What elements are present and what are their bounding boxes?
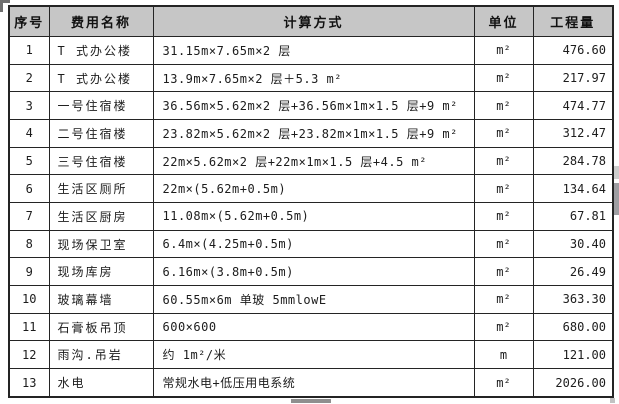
unit-cell: m²: [473, 285, 534, 314]
quantity-cell: 284.78: [532, 146, 614, 176]
row-index-cell: 8: [8, 229, 50, 259]
calc-method-cell: 22m×5.62m×2 层+22m×1m×1.5 层+4.5 m²: [152, 146, 475, 176]
quantity-cell: 363.30: [532, 285, 614, 314]
scrollbar-track[interactable]: [614, 166, 619, 179]
fee-name-cell: 水电: [48, 368, 154, 398]
row-index-cell: 13: [8, 368, 50, 398]
header-row: 序号 费用名称 计算方式 单位 工程量: [8, 5, 614, 37]
table-header: 序号 费用名称 计算方式 单位 工程量: [8, 5, 614, 37]
fee-name-cell: 玻璃幕墙: [48, 285, 154, 314]
table-move-handle-icon[interactable]: [0, 0, 10, 3]
calc-method-cell: 6.4m×(4.25m+0.5m): [152, 229, 475, 259]
unit-cell: m: [473, 340, 534, 370]
table-row: 13 水电 常规水电+低压用电系统 m² 2026.00: [8, 368, 614, 398]
fee-name-cell: 三号住宿楼: [48, 146, 154, 176]
quantity-cell: 30.40: [532, 229, 614, 259]
row-index-cell: 2: [8, 63, 50, 93]
quantity-cell: 680.00: [532, 312, 614, 342]
unit-cell: m²: [473, 91, 534, 121]
calc-method-cell: 6.16m×(3.8m+0.5m): [152, 257, 475, 287]
row-index-cell: 9: [8, 257, 50, 287]
calc-method-cell: 36.56m×5.62m×2 层+36.56m×1m×1.5 层+9 m²: [152, 91, 475, 121]
unit-cell: m²: [473, 63, 534, 93]
quantity-cell: 121.00: [532, 340, 614, 370]
fee-name-cell: 一号住宿楼: [48, 91, 154, 121]
calc-method-cell: 常规水电+低压用电系统: [152, 368, 475, 398]
row-index-cell: 12: [8, 340, 50, 370]
header-quantity: 工程量: [532, 5, 614, 37]
fee-name-cell: 生活区厕所: [48, 174, 154, 204]
row-index-cell: 6: [8, 174, 50, 204]
fee-name-cell: 生活区厨房: [48, 202, 154, 231]
quantity-cell: 67.81: [532, 202, 614, 231]
quantity-cell: 217.97: [532, 63, 614, 93]
table-resize-handle[interactable]: [610, 398, 615, 403]
row-index-cell: 10: [8, 285, 50, 314]
unit-cell: m²: [473, 119, 534, 148]
quantity-cell: 134.64: [532, 174, 614, 204]
row-index-cell: 11: [8, 312, 50, 342]
fee-name-cell: T 式办公楼: [48, 63, 154, 93]
table-row: 5 三号住宿楼 22m×5.62m×2 层+22m×1m×1.5 层+4.5 m² m…: [8, 146, 614, 176]
header-index: 序号: [8, 5, 50, 37]
quantity-cell: 2026.00: [532, 368, 614, 398]
table-row: 7 生活区厨房 11.08m×(5.62m+0.5m) m² 67.81: [8, 202, 614, 231]
row-index-cell: 3: [8, 91, 50, 121]
calc-method-cell: 11.08m×(5.62m+0.5m): [152, 202, 475, 231]
calc-method-cell: 约 1m²/米: [152, 340, 475, 370]
table-row: 12 雨沟.吊岩约 1m²/米 m 121.00: [8, 340, 614, 370]
fee-name-cell: 雨沟.吊岩: [48, 340, 154, 370]
quantity-cell: 26.49: [532, 257, 614, 287]
table-row: 4 二号住宿楼 23.82m×5.62m×2 层+23.82m×1m×1.5 层+9…: [8, 119, 614, 148]
fee-name-cell: T 式办公楼: [48, 36, 154, 65]
table-row: 3 一号住宿楼 36.56m×5.62m×2 层+36.56m×1m×1.5 层+9…: [8, 91, 614, 121]
calc-method-cell: 23.82m×5.62m×2 层+23.82m×1m×1.5 层+9 m²: [152, 119, 475, 148]
header-unit: 单位: [473, 5, 534, 37]
scrollbar-thumb[interactable]: [614, 183, 619, 215]
table-row: 11 石膏板吊顶 600×600 m² 680.00: [8, 312, 614, 342]
quantity-cell: 474.77: [532, 91, 614, 121]
unit-cell: m²: [473, 174, 534, 204]
calc-method-cell: 13.9m×7.65m×2 层＋5.3 m²: [152, 63, 475, 93]
table-row: 10 玻璃幕墙 60.55m×6m 单玻 5mmlowE m² 363.30: [8, 285, 614, 314]
quantity-cell: 476.60: [532, 36, 614, 65]
unit-cell: m²: [473, 36, 534, 65]
unit-cell: m²: [473, 202, 534, 231]
row-index-cell: 1: [8, 36, 50, 65]
table-row: 9 现场库房 6.16m×(3.8m+0.5m) m² 26.49: [8, 257, 614, 287]
calc-method-cell: 22m×(5.62m+0.5m): [152, 174, 475, 204]
row-index-cell: 5: [8, 146, 50, 176]
table-move-handle-icon[interactable]: [0, 0, 3, 12]
horizontal-scrollbar-thumb[interactable]: [291, 399, 331, 403]
row-index-cell: 7: [8, 202, 50, 231]
header-calc: 计算方式: [152, 5, 475, 37]
calc-method-cell: 60.55m×6m 单玻 5mmlowE: [152, 285, 475, 314]
quantity-cell: 312.47: [532, 119, 614, 148]
header-fee-name: 费用名称: [48, 5, 154, 37]
unit-cell: m²: [473, 312, 534, 342]
unit-cell: m²: [473, 229, 534, 259]
calc-method-cell: 31.15m×7.65m×2 层: [152, 36, 475, 65]
unit-cell: m²: [473, 368, 534, 398]
fee-name-cell: 现场库房: [48, 257, 154, 287]
fee-name-cell: 二号住宿楼: [48, 119, 154, 148]
fee-name-cell: 石膏板吊顶: [48, 312, 154, 342]
calc-method-cell: 600×600: [152, 312, 475, 342]
table-row: 6 生活区厕所 22m×(5.62m+0.5m) m² 134.64: [8, 174, 614, 204]
fee-name-cell: 现场保卫室: [48, 229, 154, 259]
row-index-cell: 4: [8, 119, 50, 148]
unit-cell: m²: [473, 146, 534, 176]
table-row: 8 现场保卫室 6.4m×(4.25m+0.5m) m² 30.40: [8, 229, 614, 259]
unit-cell: m²: [473, 257, 534, 287]
